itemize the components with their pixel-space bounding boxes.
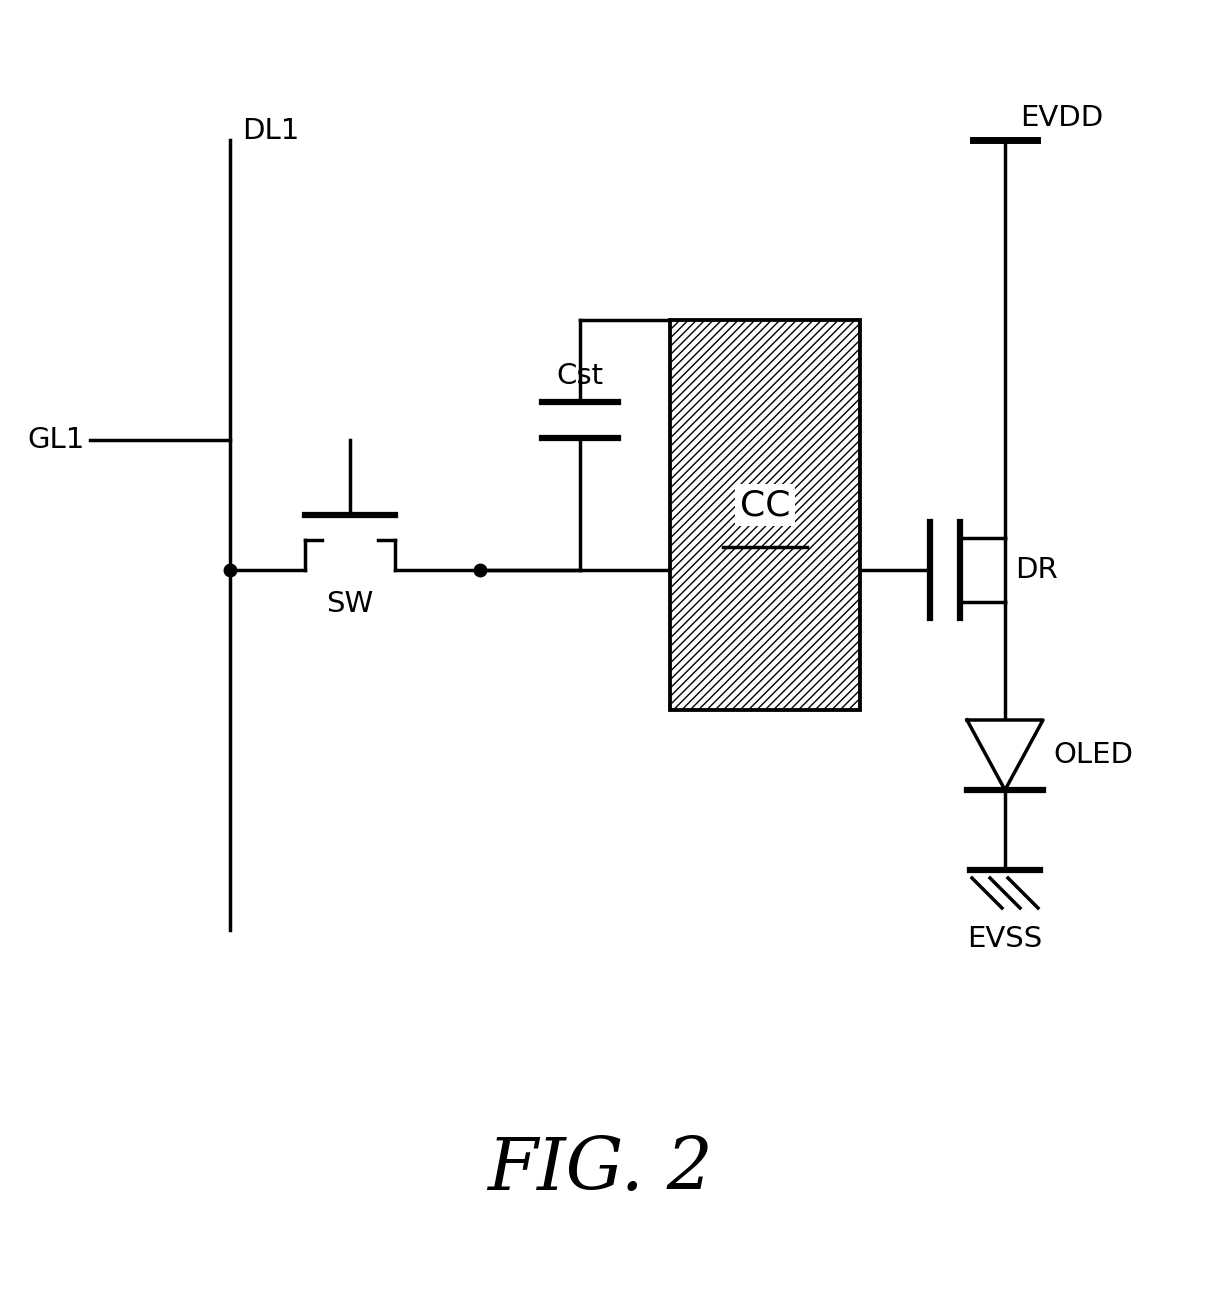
Text: DR: DR <box>1015 556 1058 584</box>
Text: CC: CC <box>739 488 790 522</box>
Text: SW: SW <box>326 590 373 618</box>
Text: EVSS: EVSS <box>967 925 1042 953</box>
Text: EVDD: EVDD <box>1020 104 1103 132</box>
Bar <box>670 320 860 710</box>
Text: GL1: GL1 <box>27 426 85 454</box>
Text: DL1: DL1 <box>241 117 299 144</box>
Text: FIG. 2: FIG. 2 <box>487 1135 713 1205</box>
Polygon shape <box>967 720 1044 789</box>
Text: Cst: Cst <box>557 362 604 390</box>
Text: OLED: OLED <box>1053 740 1133 769</box>
Bar <box>670 320 860 710</box>
